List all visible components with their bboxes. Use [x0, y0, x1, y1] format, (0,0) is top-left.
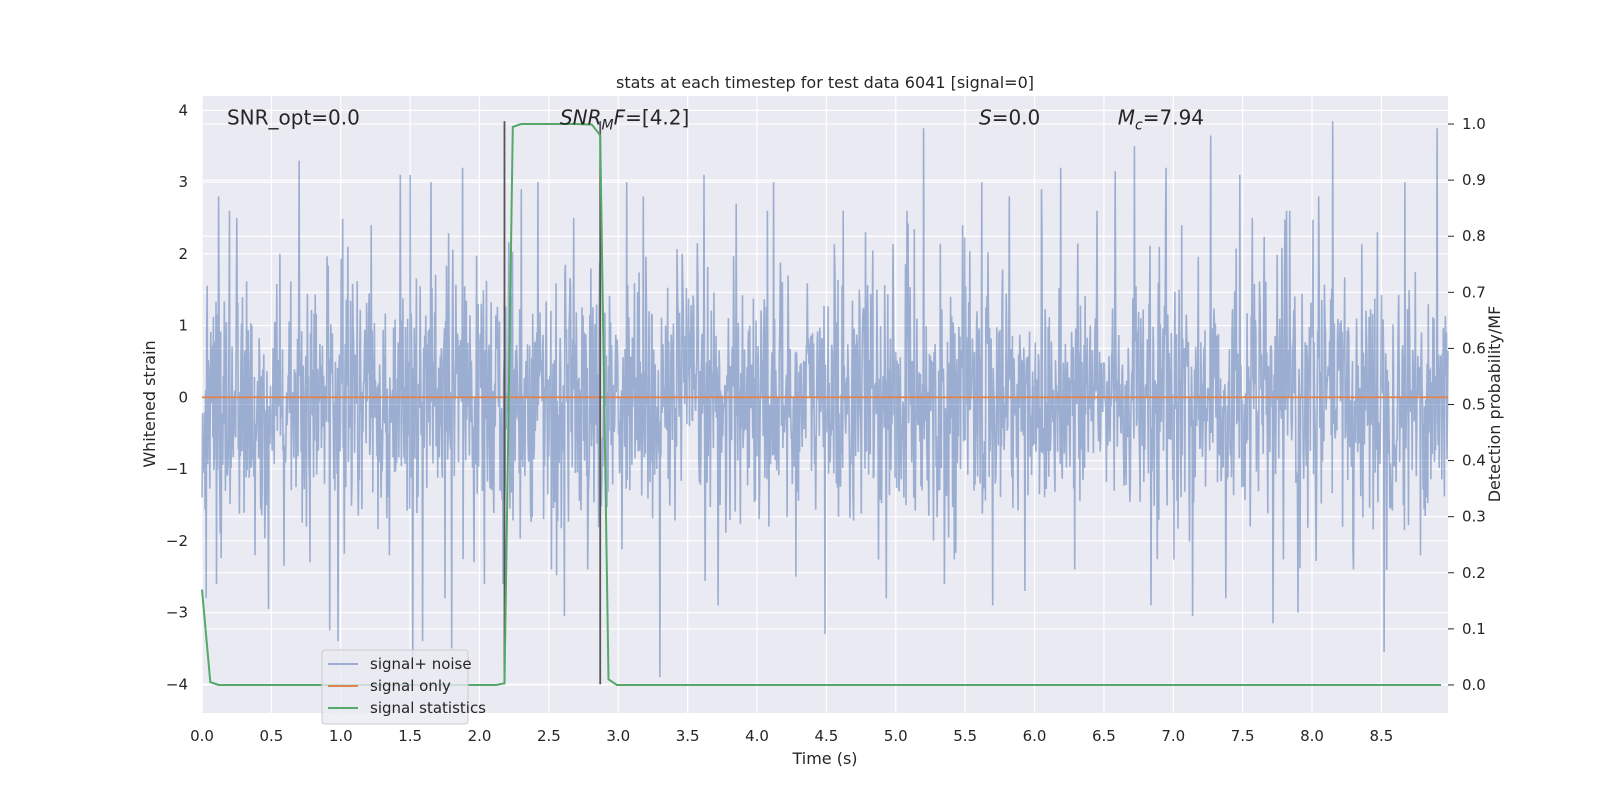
- annotations: SNR_opt=0.0 SNRMF=[4.2] S=0.0 Mc=7.94: [227, 106, 1204, 134]
- x-tick-label: 0.5: [259, 727, 283, 745]
- y-tick-label-left: −3: [166, 604, 188, 622]
- x-tick-label: 5.0: [884, 727, 908, 745]
- y-tick-label-left: 0: [178, 388, 188, 406]
- annotation-snr-opt: SNR_opt=0.0: [227, 106, 360, 130]
- x-axis-label: Time (s): [791, 749, 857, 768]
- x-tick-label: 2.0: [468, 727, 492, 745]
- x-tick-label: 0.0: [190, 727, 214, 745]
- y-tick-label-left: 2: [178, 245, 188, 263]
- y-tick-label-left: 4: [178, 101, 188, 119]
- y-axis-label-left: Whitened strain: [140, 340, 159, 467]
- x-tick-label: 3.5: [676, 727, 700, 745]
- series-signal-noise: [201, 121, 1449, 678]
- y-tick-label-right: 0.9: [1462, 171, 1486, 189]
- y-tick-label-left: −4: [166, 675, 188, 693]
- x-tick-label: 3.0: [606, 727, 630, 745]
- x-tick-label: 2.5: [537, 727, 561, 745]
- x-tick-label: 6.0: [1023, 727, 1047, 745]
- y-tick-label-left: 3: [178, 173, 188, 191]
- x-tick-label: 5.5: [953, 727, 977, 745]
- y-tick-label-left: −1: [166, 460, 188, 478]
- y-tick-label-right: 0.1: [1462, 620, 1486, 638]
- legend-label-signal-statistics: signal statistics: [370, 699, 486, 717]
- x-tick-label: 7.0: [1161, 727, 1185, 745]
- x-tick-label: 6.5: [1092, 727, 1116, 745]
- legend-label-signal-noise: signal+ noise: [370, 655, 472, 673]
- legend-label-signal-only: signal only: [370, 677, 451, 695]
- y-tick-label-right: 1.0: [1462, 115, 1486, 133]
- legend-box: [321, 649, 469, 725]
- y-axis-label-right: Detection probability/MF: [1485, 306, 1504, 503]
- x-tick-label: 1.5: [398, 727, 422, 745]
- series-signal-statistics: [201, 123, 1442, 686]
- y-tick-label-left: 1: [178, 317, 188, 335]
- legend: signal+ noise signal only signal statist…: [321, 649, 486, 725]
- y-tick-label-right: 0.0: [1462, 676, 1486, 694]
- x-tick-label: 1.0: [329, 727, 353, 745]
- annotation-snr-mf: SNRMF=[4.2]: [560, 106, 689, 134]
- y-tick-label-left: −2: [166, 532, 188, 550]
- data-series: [201, 121, 1449, 686]
- y-tick-label-right: 0.8: [1462, 227, 1486, 245]
- x-tick-label: 8.0: [1300, 727, 1324, 745]
- y-tick-label-right: 0.7: [1462, 283, 1486, 301]
- y-tick-label-right: 0.6: [1462, 339, 1486, 357]
- x-tick-label: 4.5: [814, 727, 838, 745]
- y-tick-label-right: 0.4: [1462, 452, 1486, 470]
- y-tick-label-right: 0.2: [1462, 564, 1486, 582]
- x-tick-label: 7.5: [1231, 727, 1255, 745]
- tick-labels: 0.0 0.5 1.0 1.5 2.0 2.5 3.0 3.5 4.0 4.5 5.0 5.5 6.0 6…: [166, 101, 1486, 745]
- annotation-s-value: S=0.0: [979, 106, 1040, 130]
- chart-title: stats at each timestep for test data 604…: [616, 73, 1034, 92]
- y-tick-label-right: 0.3: [1462, 508, 1486, 526]
- x-tick-label: 8.5: [1369, 727, 1393, 745]
- y-tick-label-right: 0.5: [1462, 396, 1486, 414]
- annotation-mc-value: Mc=7.94: [1118, 106, 1204, 134]
- x-tick-label: 4.0: [745, 727, 769, 745]
